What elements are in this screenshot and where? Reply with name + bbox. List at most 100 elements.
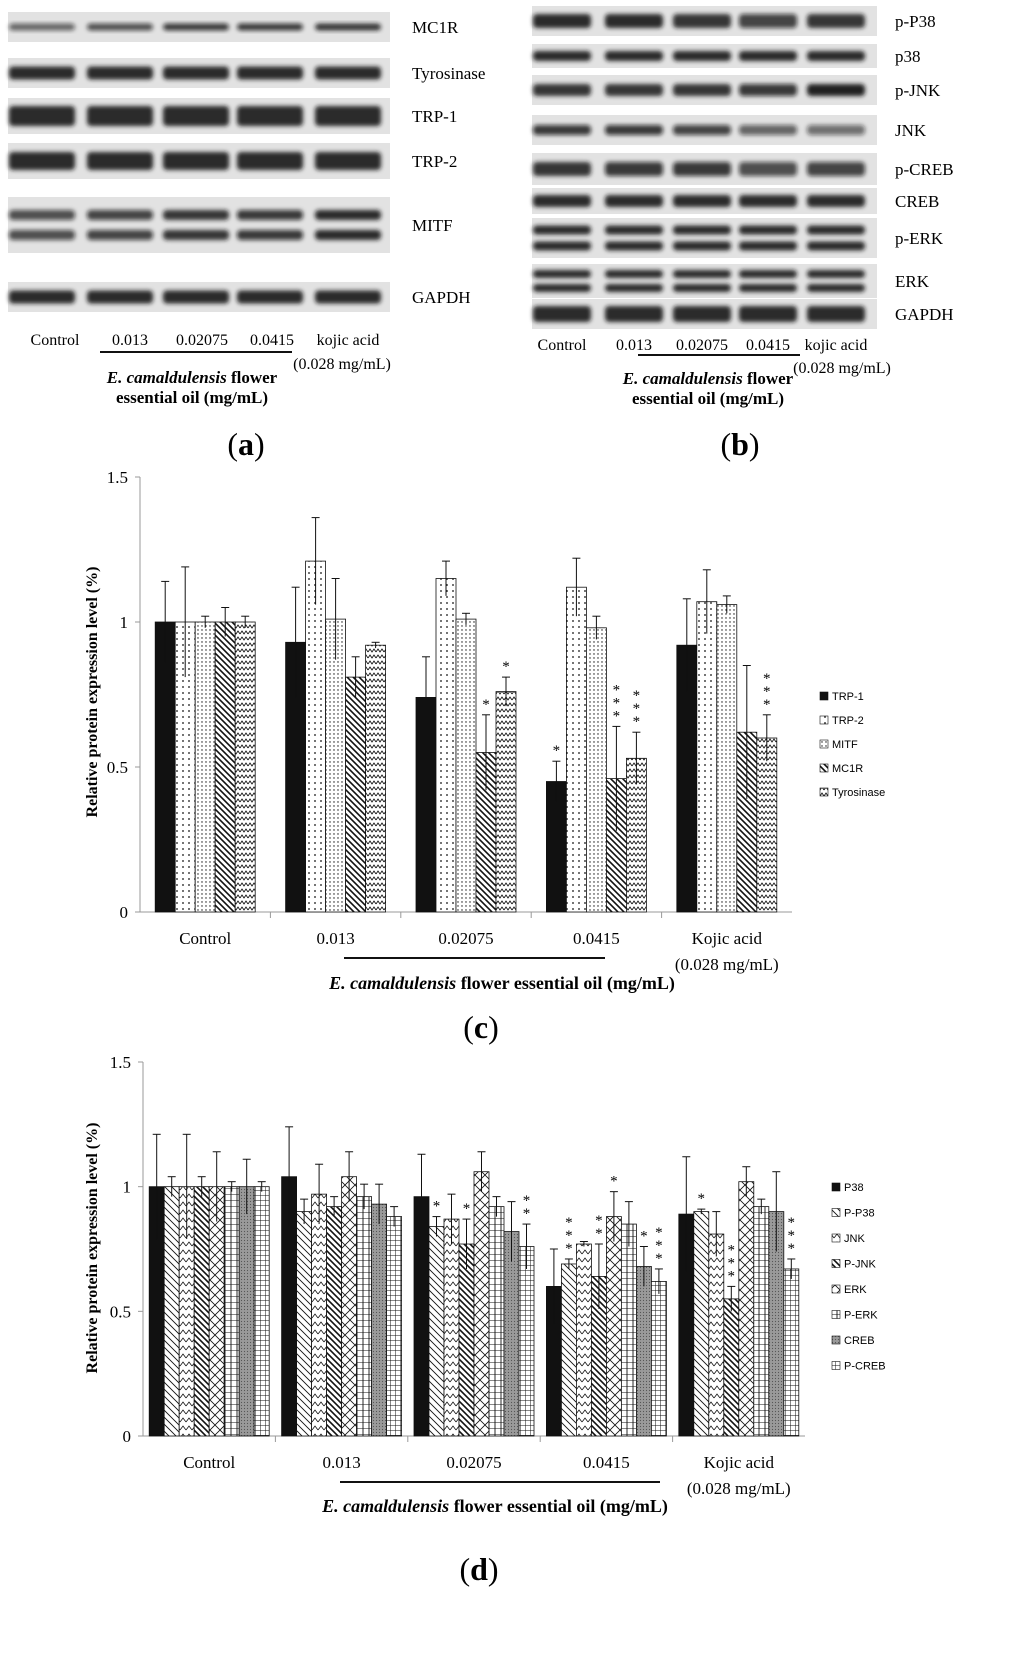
chart-c-bar-mitf xyxy=(325,618,347,913)
blot-a-band xyxy=(87,66,153,80)
blot-a-band xyxy=(237,23,303,31)
blot-a-bands-group xyxy=(9,106,381,126)
chart-c-category-label: Kojic acid xyxy=(692,929,763,948)
blot-a-band xyxy=(315,210,381,220)
blot-b-label-jnk: JNK xyxy=(895,121,927,140)
western-blot-panel-a: MC1R Tyrosinase TRP-1 TRP-2 MITF GAPDH Contro… xyxy=(8,12,485,462)
chart-d-legend-swatch-p-p38 xyxy=(831,1208,841,1217)
chart-d-bar-p-creb xyxy=(518,1246,535,1437)
blot-b-band xyxy=(605,195,663,207)
chart-d-significance-star: * xyxy=(788,1228,796,1244)
chart-d-bar-p-creb xyxy=(386,1216,403,1437)
blot-a-strip-trp-1 xyxy=(8,98,390,134)
chart-d-bar-p-creb xyxy=(253,1186,270,1437)
blot-b-band xyxy=(605,14,663,28)
chart-d-bar-p-p38 xyxy=(428,1226,445,1437)
blot-b-band xyxy=(807,14,865,28)
chart-c-bars: ************ xyxy=(154,517,778,913)
blot-b-band xyxy=(807,195,865,207)
blot-a-band xyxy=(9,23,75,31)
blot-b-bands-group xyxy=(533,270,865,292)
blot-b-band xyxy=(673,225,731,235)
blot-a-band xyxy=(87,152,153,170)
blot-b-label-erk: ERK xyxy=(895,272,930,291)
chart-c-legend-label-mitf: MITF xyxy=(832,739,858,751)
chart-c-bar-mitf xyxy=(455,618,477,913)
blot-a-band xyxy=(315,152,381,170)
chart-d-category-label: Control xyxy=(183,1453,235,1472)
blot-b-band xyxy=(533,162,591,176)
blot-b-strip-p38 xyxy=(532,44,877,68)
chart-d-xtitle: E. camaldulensis flower essential oil (m… xyxy=(321,1496,668,1517)
chart-c-bar-mitf xyxy=(194,621,216,913)
blot-b-band xyxy=(605,306,663,322)
chart-d-significance-star: * xyxy=(728,1242,736,1258)
chart-d-legend-swatch-erk xyxy=(831,1284,841,1294)
blot-b-label-gapdh: GAPDH xyxy=(895,305,954,324)
chart-d-category-label: 0.0415 xyxy=(583,1453,630,1472)
blot-a-band xyxy=(163,106,229,126)
chart-c-bar-tyrosinase xyxy=(365,644,387,913)
chart-c-legend-label-trp-1: TRP-1 xyxy=(832,691,864,703)
panel-letter-a: (a) xyxy=(227,426,264,462)
blot-b-strip-creb xyxy=(532,188,877,214)
blot-b-strip-p-creb xyxy=(532,153,877,185)
blot-b-band xyxy=(807,162,865,176)
blot-a-band xyxy=(237,152,303,170)
blot-b-band xyxy=(739,84,797,96)
blot-b-caption-line1: E. camaldulensis flower xyxy=(622,369,794,388)
blot-b-band xyxy=(673,84,731,96)
chart-d-legend-label-p38: P38 xyxy=(844,1182,864,1194)
chart-d-significance-star: * xyxy=(655,1251,663,1267)
blot-b-strip-p-erk xyxy=(532,218,877,258)
blot-b-bands-group xyxy=(533,84,865,96)
blot-a-band xyxy=(237,106,303,126)
chart-d-legend-label-creb: CREB xyxy=(844,1335,875,1347)
chart-d-bar-p-erk xyxy=(753,1206,770,1437)
chart-d-category-label: Kojic acid xyxy=(704,1453,775,1472)
chart-d-legend-label-p-erk: P-ERK xyxy=(844,1310,878,1322)
blot-b-band xyxy=(605,51,663,61)
blot-b-bands-group xyxy=(533,225,865,251)
chart-d-bar-p-erk xyxy=(223,1186,240,1437)
blot-a-strip-tyrosinase xyxy=(8,58,390,88)
blot-b-band xyxy=(739,306,797,322)
chart-d-bar-p-p38 xyxy=(693,1211,710,1437)
blot-b-band xyxy=(739,270,797,278)
blot-a-band xyxy=(163,66,229,80)
chart-d-ylabel: Relative protein expression level (%) xyxy=(84,1123,101,1374)
chart-c-ylabel: Relative protein expression level (%) xyxy=(84,567,101,818)
blot-b-band xyxy=(673,51,731,61)
chart-c-significance-star: * xyxy=(553,743,561,759)
blot-b-bands-group xyxy=(533,14,865,28)
chart-d-bars: * * **************** *** xyxy=(148,1126,800,1437)
blot-b-band xyxy=(673,14,731,28)
blot-b-band xyxy=(673,306,731,322)
chart-d-significance-star: * xyxy=(788,1241,796,1257)
chart-d-legend: P38 P-P38 JNK P-JNK ERK P-ERK CREB P-CREB xyxy=(831,1182,886,1373)
chart-d-bar-p-creb xyxy=(783,1268,800,1437)
blot-b-lane-0-02075: 0.02075 xyxy=(676,337,728,354)
chart-d-significance-star: * xyxy=(788,1215,796,1231)
blot-b-lane-note: (0.028 mg/mL) xyxy=(793,360,891,377)
blot-a-caption-line1: E. camaldulensis flower xyxy=(106,368,278,387)
chart-d-bar-erk xyxy=(606,1216,622,1437)
chart-d-bar-p-erk xyxy=(356,1196,373,1437)
blot-b-band xyxy=(533,14,591,28)
chart-d-bar-jnk xyxy=(708,1233,725,1437)
blot-b-label-p-erk: p-ERK xyxy=(895,229,944,248)
chart-c-bar-tyrosinase xyxy=(234,621,256,913)
chart-c-category-label: 0.02075 xyxy=(438,929,493,948)
blot-a-label-mitf: MITF xyxy=(412,216,453,235)
blot-b-band xyxy=(673,284,731,292)
blot-b-band xyxy=(605,225,663,235)
blot-a-strip-trp-2 xyxy=(8,143,390,179)
panel-letter-b: (b) xyxy=(720,426,759,462)
blot-a-band xyxy=(315,290,381,304)
blot-b-band xyxy=(533,125,591,135)
chart-d-significance-star: * xyxy=(565,1241,573,1257)
blot-a-lane-kojic-acid: kojic acid xyxy=(317,332,380,349)
blot-a-band xyxy=(87,230,153,240)
chart-c-bar-trp-2 xyxy=(435,578,457,913)
chart-c-legend-swatch-trp-2 xyxy=(819,715,829,725)
